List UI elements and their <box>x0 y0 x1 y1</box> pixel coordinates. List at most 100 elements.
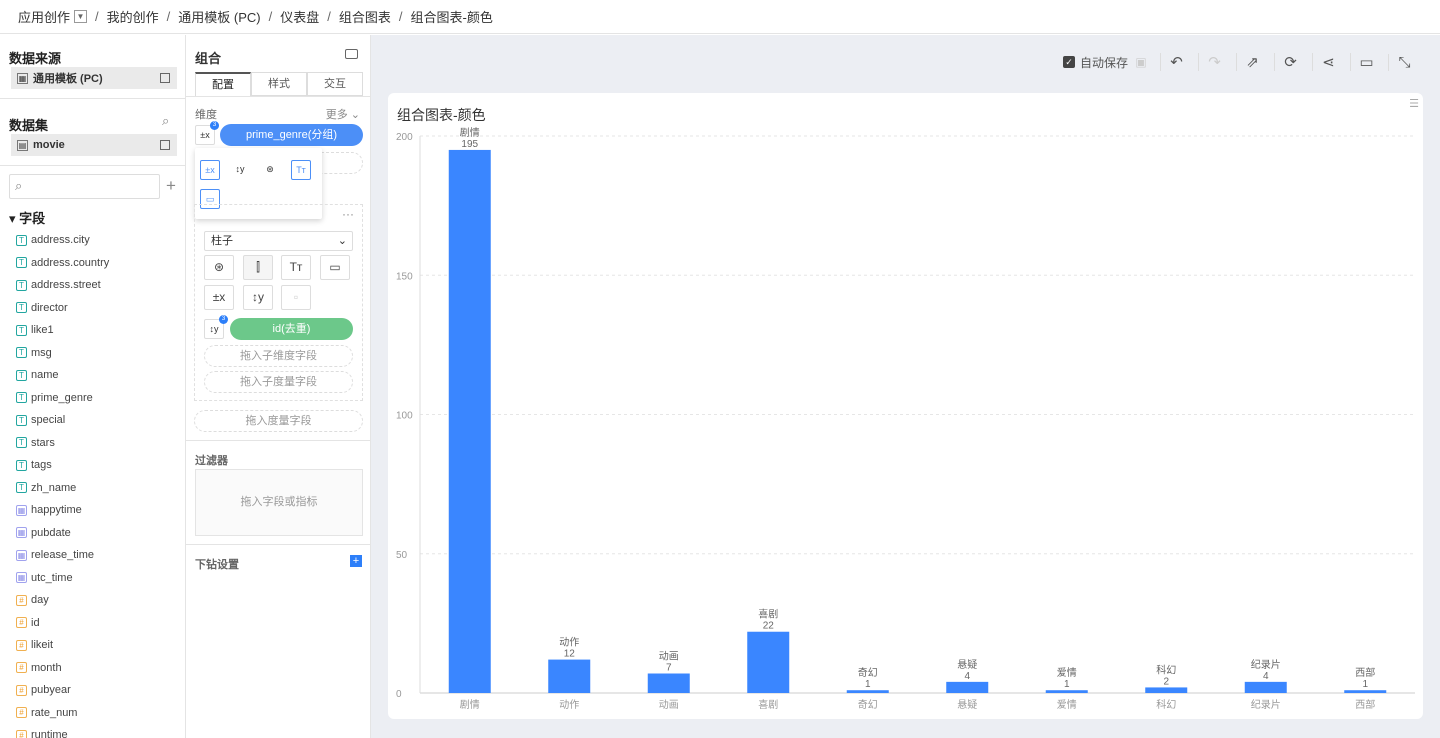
breadcrumb-item[interactable]: 组合图表 <box>338 10 391 25</box>
axis-y-icon[interactable]: ↕y <box>243 285 273 310</box>
field-item[interactable]: ▦ release_time <box>16 546 94 564</box>
field-item[interactable]: ▦ pubdate <box>16 524 71 542</box>
undo-icon[interactable]: ↶ <box>1160 53 1192 71</box>
text-icon[interactable]: Tт <box>291 160 311 180</box>
sub-dimension-drop-zone[interactable]: 拖入子维度字段 <box>204 345 353 367</box>
field-name: tags <box>31 459 52 471</box>
axis-x-icon[interactable]: ±x <box>204 285 234 310</box>
chart-menu-icon[interactable]: ☰ <box>1409 98 1419 110</box>
datasource-item[interactable]: ▦ 通用模板 (PC) <box>11 67 177 89</box>
field-type-icon: # <box>16 639 27 651</box>
size-icon[interactable]: ⫿ <box>243 255 273 280</box>
color-icon[interactable]: ⊛ <box>204 255 234 280</box>
field-item[interactable]: # likeit <box>16 636 53 654</box>
y-tick-label: 100 <box>396 411 413 422</box>
field-type-icon: ▦ <box>16 572 27 583</box>
dimension-pill[interactable]: prime_genre(分组) <box>220 124 363 146</box>
filter-drop-zone[interactable]: 拖入字段或指标 <box>195 469 363 536</box>
field-search-input[interactable]: ⌕ <box>9 174 160 199</box>
field-item[interactable]: # rate_num <box>16 704 77 722</box>
tab-interaction[interactable]: 交互 <box>307 72 363 96</box>
field-name: msg <box>31 346 52 359</box>
add-drill-button[interactable]: + <box>350 555 362 567</box>
sub-measure-drop-zone[interactable]: 拖入子度量字段 <box>204 371 353 393</box>
refresh-icon[interactable]: ⟳ <box>1274 53 1306 71</box>
more-icon[interactable]: ··· <box>342 207 354 221</box>
axis-y-button[interactable]: ↕y 3 <box>204 315 228 339</box>
field-item[interactable]: # month <box>16 659 62 677</box>
breadcrumb-item[interactable]: 应用创作 <box>18 10 71 25</box>
field-type-icon: T <box>16 257 27 268</box>
field-item[interactable]: # runtime <box>16 726 68 738</box>
export-icon[interactable]: ⇗ <box>1236 53 1268 71</box>
bar[interactable] <box>448 149 491 694</box>
x-tick-label: 悬疑 <box>957 699 977 711</box>
bar[interactable] <box>1244 681 1287 693</box>
bar[interactable] <box>1344 690 1387 693</box>
color-icon[interactable]: ⊛ <box>266 164 274 174</box>
bar[interactable] <box>548 659 591 693</box>
copy-icon[interactable] <box>160 140 170 150</box>
field-name: name <box>31 369 59 381</box>
add-icon[interactable]: + <box>166 176 176 195</box>
bar[interactable] <box>747 631 790 693</box>
axis-x-icon[interactable]: ±x <box>200 160 220 180</box>
bar[interactable] <box>647 673 690 693</box>
camera-icon[interactable] <box>345 49 358 59</box>
search-icon[interactable]: ⌕ <box>162 113 170 128</box>
breadcrumb-item[interactable]: 通用模板 (PC) <box>178 10 261 25</box>
axis-y-icon[interactable]: ↕y <box>235 164 245 174</box>
field-item[interactable]: ▦ happytime <box>16 501 82 519</box>
shape-icon[interactable]: ▫ <box>281 285 311 310</box>
measure-pill[interactable]: id(去重) <box>230 318 353 340</box>
field-item[interactable]: # day <box>16 591 49 609</box>
save-icon[interactable]: ▣ <box>1135 55 1147 69</box>
tab-style[interactable]: 样式 <box>251 72 307 96</box>
terminal-icon[interactable]: ▭ <box>1350 53 1382 71</box>
collapse-icon[interactable]: ⤡ <box>1388 53 1420 71</box>
bar[interactable] <box>946 681 989 693</box>
measure-drop-zone[interactable]: 拖入度量字段 <box>194 410 363 432</box>
autosave-checkbox[interactable]: ✓ <box>1062 56 1075 68</box>
more-dropdown[interactable]: 更多 ⌄ <box>325 109 360 121</box>
bar[interactable] <box>846 690 889 693</box>
tooltip-icon[interactable]: ▭ <box>200 189 220 209</box>
y-tick-label: 150 <box>396 271 413 282</box>
field-item[interactable]: ▦ utc_time <box>16 569 73 587</box>
tab-config[interactable]: 配置 <box>195 72 251 96</box>
fields-title[interactable]: ▾ 字段 <box>9 211 46 226</box>
axis-x-button[interactable]: ±x 3 <box>195 121 219 145</box>
tooltip-icon[interactable]: ▭ <box>320 255 350 280</box>
chevron-down-icon[interactable]: ▼ <box>74 10 88 23</box>
bar[interactable] <box>1145 687 1188 693</box>
field-item[interactable]: # id <box>16 614 40 632</box>
chart-type-select[interactable]: 柱子 ⌄ <box>204 231 353 251</box>
share-icon[interactable]: ⋖ <box>1312 53 1344 71</box>
redo-icon[interactable]: ↷ <box>1198 53 1230 71</box>
text-icon[interactable]: Tт <box>281 255 311 280</box>
chart-card[interactable]: 组合图表-颜色 ☰ 0 50 100 150 200 剧情 195 剧情 动作 12 动作 动画 7 动画… <box>388 93 1423 719</box>
field-type-icon: ▦ <box>16 504 27 516</box>
field-item[interactable]: # pubyear <box>16 681 71 699</box>
bar[interactable] <box>1045 690 1088 693</box>
field-type-icon: # <box>16 617 27 628</box>
dataset-item[interactable]: ▤ movie <box>11 134 177 156</box>
field-name: id <box>31 616 40 629</box>
x-tick-label: 西部 <box>1355 698 1375 711</box>
config-panel: 组合 配置 样式 交互 维度 更多 ⌄ ±x 3 prime_genre(分组) … <box>186 35 383 738</box>
copy-icon[interactable] <box>160 73 170 83</box>
breadcrumb-item[interactable]: 我的创作 <box>106 10 159 25</box>
breadcrumb-item[interactable]: 仪表盘 <box>280 10 320 25</box>
